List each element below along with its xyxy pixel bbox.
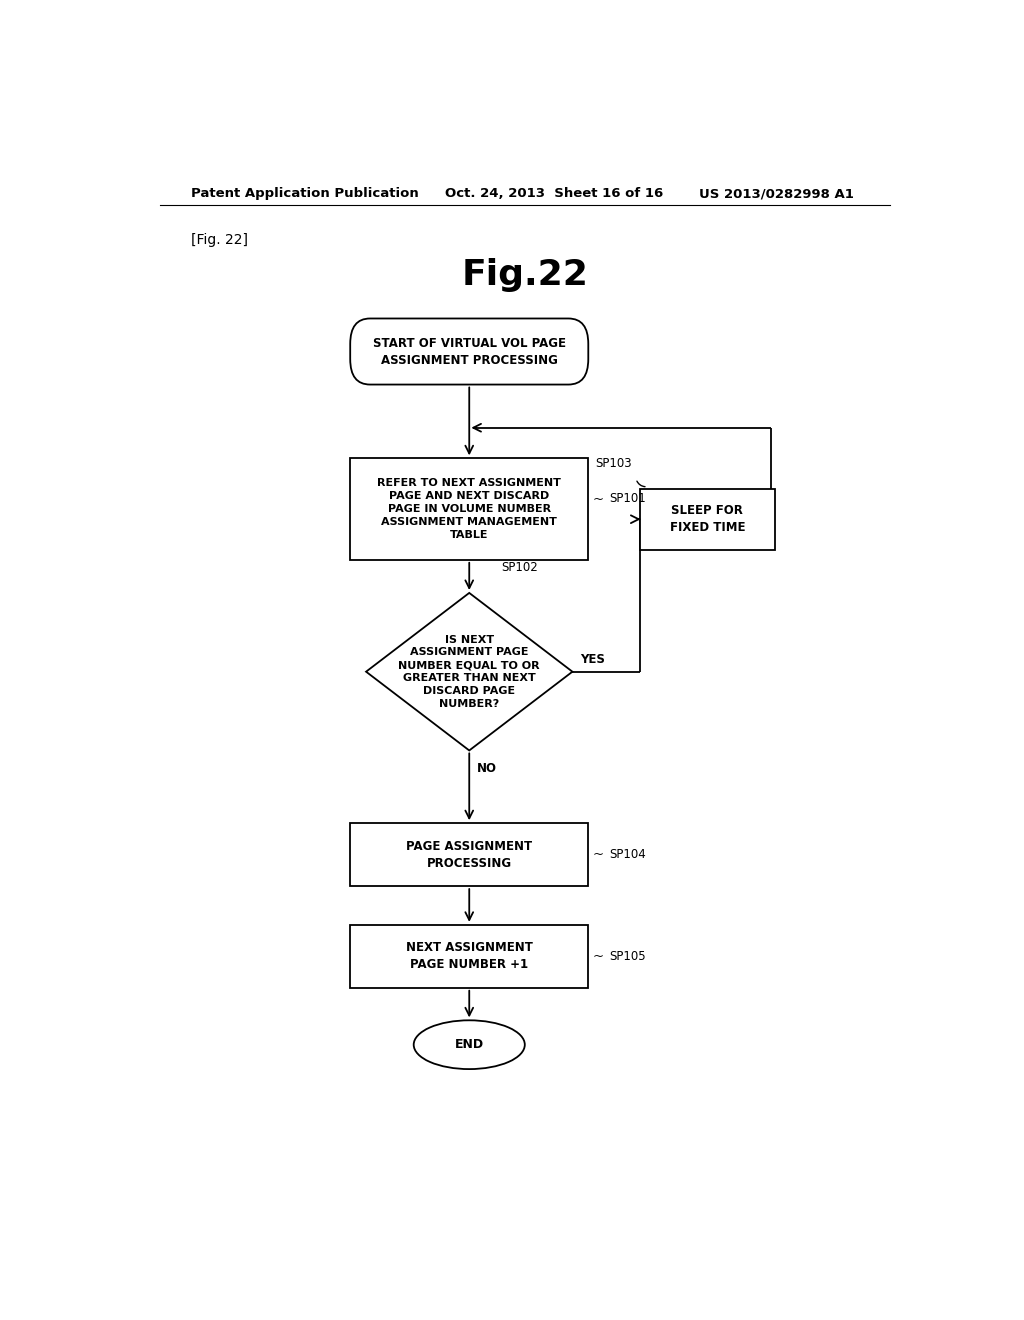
Text: START OF VIRTUAL VOL PAGE
ASSIGNMENT PROCESSING: START OF VIRTUAL VOL PAGE ASSIGNMENT PRO… (373, 337, 565, 367)
Text: PAGE ASSIGNMENT
PROCESSING: PAGE ASSIGNMENT PROCESSING (407, 840, 532, 870)
Ellipse shape (414, 1020, 524, 1069)
Text: SP103: SP103 (595, 457, 632, 470)
Bar (350, 824, 588, 886)
Text: SP102: SP102 (501, 561, 538, 574)
Polygon shape (367, 593, 572, 751)
Text: Oct. 24, 2013  Sheet 16 of 16: Oct. 24, 2013 Sheet 16 of 16 (445, 187, 664, 201)
Text: SLEEP FOR
FIXED TIME: SLEEP FOR FIXED TIME (670, 504, 745, 535)
Text: ~: ~ (592, 492, 603, 506)
Text: IS NEXT
ASSIGNMENT PAGE
NUMBER EQUAL TO OR
GREATER THAN NEXT
DISCARD PAGE
NUMBER: IS NEXT ASSIGNMENT PAGE NUMBER EQUAL TO … (398, 635, 540, 709)
FancyBboxPatch shape (350, 318, 588, 384)
Bar (640, 488, 775, 549)
Text: ~: ~ (592, 950, 603, 962)
Text: SP104: SP104 (609, 849, 646, 861)
Text: Patent Application Publication: Patent Application Publication (191, 187, 419, 201)
Text: SP105: SP105 (609, 950, 646, 962)
Text: END: END (455, 1039, 483, 1051)
Text: YES: YES (581, 653, 605, 667)
Text: US 2013/0282998 A1: US 2013/0282998 A1 (699, 187, 854, 201)
Text: REFER TO NEXT ASSIGNMENT
PAGE AND NEXT DISCARD
PAGE IN VOLUME NUMBER
ASSIGNMENT : REFER TO NEXT ASSIGNMENT PAGE AND NEXT D… (377, 478, 561, 540)
Text: SP101: SP101 (609, 492, 646, 506)
Text: Fig.22: Fig.22 (462, 259, 588, 292)
Bar (350, 925, 588, 987)
Text: [Fig. 22]: [Fig. 22] (191, 232, 249, 247)
Bar (350, 458, 588, 560)
Text: NO: NO (477, 762, 498, 775)
Text: NEXT ASSIGNMENT
PAGE NUMBER +1: NEXT ASSIGNMENT PAGE NUMBER +1 (406, 941, 532, 972)
Text: ~: ~ (592, 849, 603, 861)
